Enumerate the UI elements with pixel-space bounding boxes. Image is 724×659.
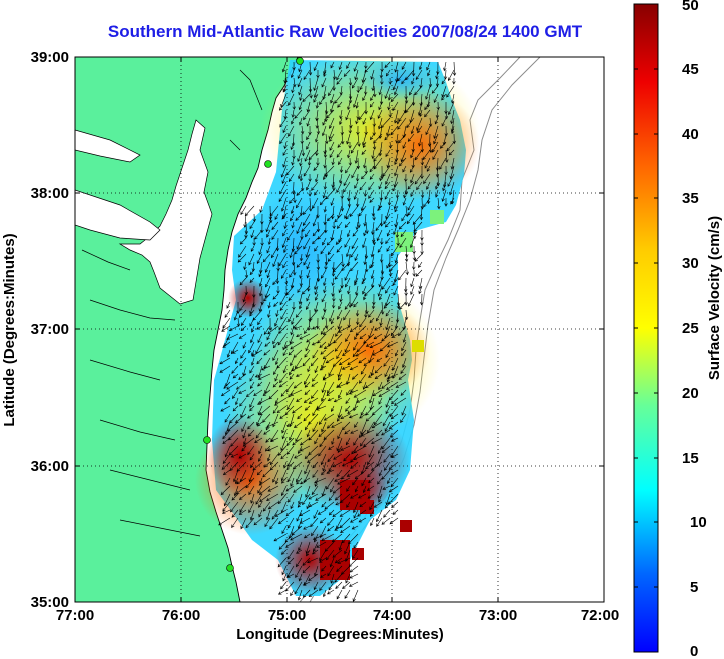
x-tick-label: 72:00 [581,607,619,624]
station-marker [226,564,234,572]
y-tick-label: 35:00 [31,594,69,611]
colorbar-tick-label: 10 [690,514,707,531]
y-axis-label: Latitude (Degrees:Minutes) [1,233,18,426]
x-tick-label: 77:00 [56,607,94,624]
x-tick-label: 73:00 [479,607,517,624]
x-tick-label: 75:00 [268,607,306,624]
colorbar-tick-label: 45 [682,61,699,78]
colorbar-tick-label: 30 [682,255,699,272]
colorbar-tick-label: 50 [682,0,699,14]
colorbar-label: Surface Velocity (cm/s) [706,216,723,380]
station-marker [264,160,272,168]
land-mass [75,57,298,602]
x-axis-label: Longitude (Degrees:Minutes) [236,626,444,643]
velocity-field [195,57,480,602]
y-tick-label: 36:00 [31,458,69,475]
station-marker [296,57,304,65]
grid-lines [75,57,604,602]
x-tick-label: 76:00 [162,607,200,624]
colorbar-tick-label: 25 [682,320,699,337]
y-tick-label: 39:00 [31,49,69,66]
colorbar-tick-label: 15 [682,450,699,467]
colorbar-tick-label: 20 [682,385,699,402]
colorbar-tick-label: 5 [690,579,698,596]
y-tick-labels: 39:00 38:00 37:00 36:00 35:00 [31,49,69,611]
colorbar-tick-label: 35 [682,190,699,207]
colorbar-tick-labels: 50 45 40 35 30 25 20 15 10 5 0 [682,0,707,659]
station-marker [203,436,211,444]
colorbar-tick-label: 40 [682,126,699,143]
x-tick-label: 74:00 [373,607,411,624]
colorbar-tick-label: 0 [690,643,698,659]
x-tick-labels: 77:00 76:00 75:00 74:00 73:00 72:00 [56,607,619,624]
station-markers [203,57,304,572]
bay [118,119,213,305]
colorbar-ticks [634,68,658,588]
chart-title: Southern Mid-Atlantic Raw Velocities 200… [107,22,583,41]
y-tick-label: 37:00 [31,321,69,338]
y-tick-label: 38:00 [31,185,69,202]
